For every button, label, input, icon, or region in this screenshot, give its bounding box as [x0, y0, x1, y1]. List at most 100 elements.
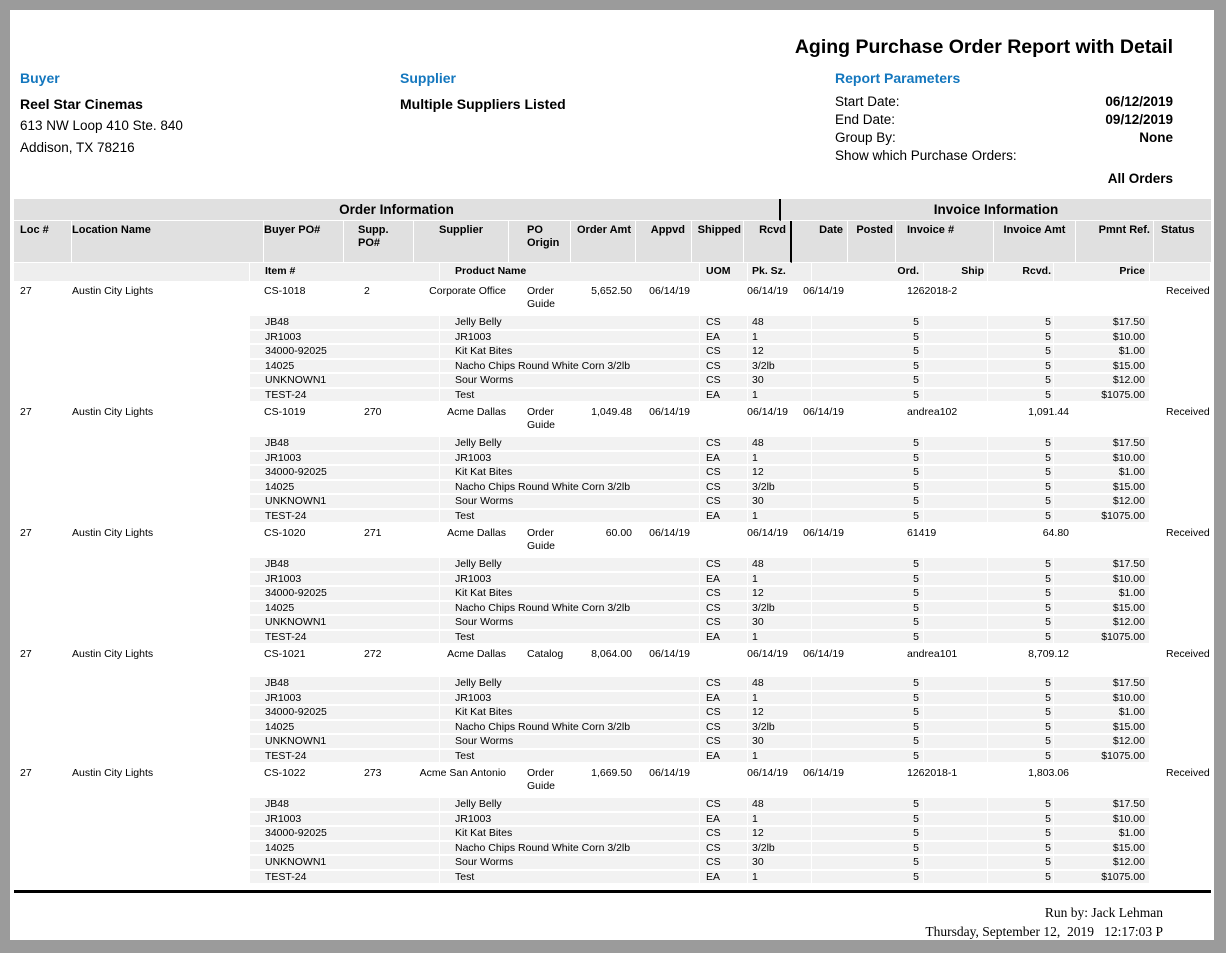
purchase-order-block: 27 Austin City Lights CS-1021 272 Acme D…: [14, 648, 1211, 762]
item-received-qty: 5: [988, 466, 1054, 479]
item-uom: CS: [700, 374, 748, 387]
col-date: Date: [792, 221, 848, 263]
item-row: 34000-92025 Kit Kat Bites CS 12 5 5 $1.0…: [14, 587, 1211, 600]
po-received-date: 06/14/19: [747, 648, 788, 660]
item-pack-size: 1: [748, 630, 812, 643]
item-indent: [14, 616, 250, 629]
item-number: TEST-24: [250, 630, 440, 643]
item-tail: [1150, 437, 1211, 450]
item-received-qty: 5: [988, 616, 1054, 629]
item-shipped-qty: [924, 812, 988, 825]
purchase-order-block: 27 Austin City Lights CS-1020 271 Acme D…: [14, 527, 1211, 643]
item-tail: [1150, 587, 1211, 600]
item-row: UNKNOWN1 Sour Worms CS 30 5 5 $12.00: [14, 735, 1211, 748]
item-pack-size: 12: [748, 587, 812, 600]
buyer-name: Reel Star Cinemas: [20, 96, 143, 112]
item-uom: CS: [700, 587, 748, 600]
invoice-number: andrea101: [907, 648, 958, 660]
po-origin: Order Guide: [527, 285, 556, 310]
item-product-name: Sour Worms: [440, 374, 700, 387]
item-received-qty: 5: [988, 451, 1054, 464]
item-number: JR1003: [250, 330, 440, 343]
item-number: 14025: [250, 720, 440, 733]
orders-filter-value: All Orders: [1107, 171, 1173, 186]
item-price: $10.00: [1054, 330, 1150, 343]
item-uom: CS: [700, 437, 748, 450]
item-pack-size: 1: [748, 691, 812, 704]
po-order-amount: 5,652.50: [591, 285, 632, 297]
item-col-uom: UOM: [700, 263, 748, 281]
item-row: JB48 Jelly Belly CS 48 5 5 $17.50: [14, 316, 1211, 329]
item-number: UNKNOWN1: [250, 735, 440, 748]
po-loc-number: 27: [20, 767, 32, 779]
item-ordered-qty: 5: [812, 720, 924, 733]
item-col-ord: Ord.: [812, 263, 924, 281]
item-tail: [1150, 631, 1211, 644]
po-supplier-name: Acme Dallas: [447, 406, 506, 418]
item-indent: [14, 798, 250, 811]
item-ordered-qty: 5: [812, 735, 924, 748]
item-indent: [14, 692, 250, 705]
item-product-name: Kit Kat Bites: [440, 827, 700, 840]
item-indent: [14, 631, 250, 644]
item-shipped-qty: [924, 798, 988, 811]
item-received-qty: 5: [988, 495, 1054, 508]
item-pack-size: 1: [748, 812, 812, 825]
po-status: Received: [1166, 648, 1210, 660]
param-start-date: Start Date: 06/12/2019: [835, 93, 1173, 111]
item-product-name: Test: [440, 630, 700, 643]
item-pack-size: 48: [748, 677, 812, 690]
po-supplier-po-number: 271: [364, 527, 382, 539]
item-tail: [1150, 677, 1211, 690]
item-product-name: Jelly Belly: [440, 558, 700, 571]
item-uom: EA: [700, 691, 748, 704]
report-parameters-heading: Report Parameters: [835, 70, 961, 86]
invoice-number: 61419: [907, 527, 937, 539]
po-origin: Order Guide: [527, 406, 556, 431]
item-uom: CS: [700, 856, 748, 869]
item-tail: [1150, 706, 1211, 719]
item-product-name: Test: [440, 870, 700, 883]
item-shipped-qty: [924, 677, 988, 690]
item-row: JB48 Jelly Belly CS 48 5 5 $17.50: [14, 677, 1211, 690]
item-number: 14025: [250, 480, 440, 493]
purchase-order-row: 27 Austin City Lights CS-1020 271 Acme D…: [14, 527, 1211, 553]
item-indent: [14, 842, 250, 855]
item-product-name: Test: [440, 509, 700, 522]
item-received-qty: 5: [988, 330, 1054, 343]
item-uom: CS: [700, 706, 748, 719]
item-indent: [14, 706, 250, 719]
item-indent: [14, 677, 250, 690]
item-shipped-qty: [924, 451, 988, 464]
item-ordered-qty: 5: [812, 359, 924, 372]
item-row: JB48 Jelly Belly CS 48 5 5 $17.50: [14, 798, 1211, 811]
col-invoice-no: Invoice #: [896, 221, 994, 263]
item-col-item-no: Item #: [250, 263, 440, 281]
invoice-amount: 1,803.06: [1028, 767, 1069, 779]
po-buyer-po-number: CS-1018: [264, 285, 306, 297]
item-price: $1075.00: [1054, 509, 1150, 522]
item-price: $15.00: [1054, 359, 1150, 372]
supplier-block: Supplier Multiple Suppliers Listed: [400, 69, 835, 188]
item-uom: CS: [700, 735, 748, 748]
item-tail: [1150, 360, 1211, 373]
item-tail: [1150, 466, 1211, 479]
item-shipped-qty: [924, 437, 988, 450]
report-info-section: Buyer Reel Star Cinemas 613 NW Loop 410 …: [10, 69, 1214, 188]
item-tail: [1150, 558, 1211, 571]
item-shipped-qty: [924, 345, 988, 358]
col-location-name: Location Name: [72, 221, 264, 263]
param-group-by: Group By: None: [835, 129, 1173, 147]
item-ordered-qty: 5: [812, 480, 924, 493]
invoice-date: 06/14/19: [803, 648, 844, 660]
buyer-block: Buyer Reel Star Cinemas 613 NW Loop 410 …: [20, 69, 400, 188]
item-tail: [1150, 573, 1211, 586]
item-number: 34000-92025: [250, 466, 440, 479]
item-ordered-qty: 5: [812, 827, 924, 840]
item-product-name: Nacho Chips Round White Corn 3/2lb: [440, 841, 700, 854]
purchase-order-block: 27 Austin City Lights CS-1022 273 Acme S…: [14, 767, 1211, 883]
item-row: TEST-24 Test EA 1 5 5 $1075.00: [14, 388, 1211, 401]
po-origin: Order Guide: [527, 527, 556, 552]
invoice-amount: 64.80: [1042, 527, 1069, 539]
item-price: $17.50: [1054, 316, 1150, 329]
